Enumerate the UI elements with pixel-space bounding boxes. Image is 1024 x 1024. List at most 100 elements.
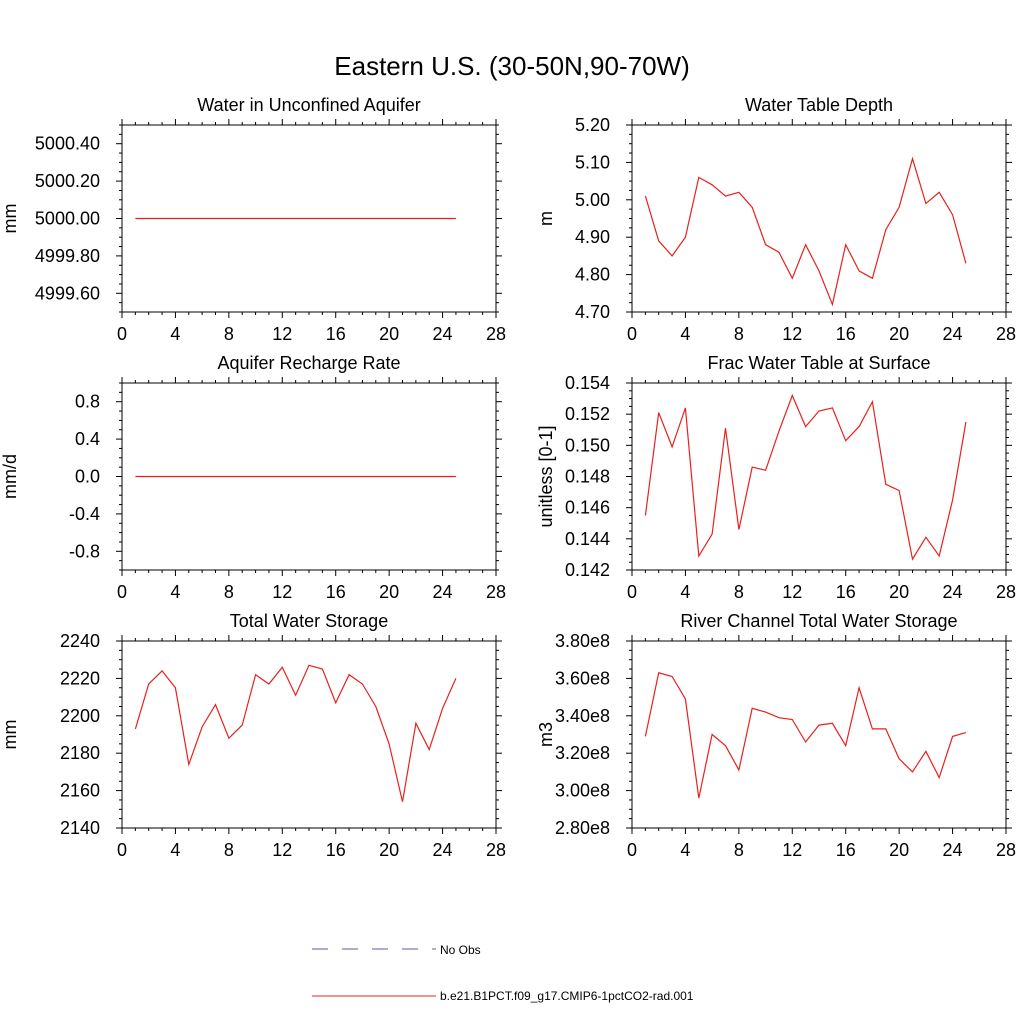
y-tick-label: 5.00 [575,190,610,210]
legend-label-model-run: b.e21.B1PCT.f09_g17.CMIP6-1pctCO2-rad.00… [440,989,694,1003]
x-tick-label: 8 [224,324,234,344]
y-tick-label: 2140 [60,818,100,838]
panel-title: Total Water Storage [230,611,388,631]
x-tick-label: 16 [326,582,346,602]
legend-label-no-obs: No Obs [440,943,481,957]
y-tick-label: 3.80e8 [555,631,610,651]
y-tick-label: 0.4 [75,429,100,449]
x-tick-label: 28 [996,582,1016,602]
x-tick-label: 24 [943,324,963,344]
series-line [644,672,967,799]
x-tick-label: 12 [272,582,292,602]
x-tick-label: 20 [889,582,909,602]
x-tick-label: 12 [782,324,802,344]
y-tick-label: 2240 [60,631,100,651]
x-tick-label: 16 [836,582,856,602]
x-tick-label: 0 [117,324,127,344]
x-tick-label: 28 [486,582,506,602]
x-tick-label: 16 [326,840,346,860]
chart-panels: Water in Unconfined Aquifer 0 4 8 12 16 20 24 28… [0,95,1016,860]
x-tick-label: 24 [433,324,453,344]
chart-panel-1: Water in Unconfined Aquifer 0 4 8 12 16 20 24 28… [0,95,506,344]
x-tick-label: 12 [782,840,802,860]
y-axis-label: mm [0,720,20,750]
y-tick-label: 4999.80 [35,246,100,266]
x-tick-label: 0 [117,840,127,860]
y-tick-label: 5000.40 [35,134,100,154]
y-tick-label: 0.152 [565,404,610,424]
y-tick-label: 4.90 [575,227,610,247]
panel-title: Water in Unconfined Aquifer [197,95,420,115]
x-tick-label: 4 [680,840,690,860]
x-tick-label: 4 [170,324,180,344]
y-tick-label: 3.00e8 [555,781,610,801]
y-tick-label: 0.0 [75,467,100,487]
legend: No Obs b.e21.B1PCT.f09_g17.CMIP6-1pctCO2… [312,943,694,1003]
panel-title: Frac Water Table at Surface [707,353,930,373]
y-tick-label: 3.20e8 [555,743,610,763]
x-tick-label: 24 [943,840,963,860]
x-tick-label: 8 [734,840,744,860]
x-tick-label: 0 [117,582,127,602]
x-tick-label: 8 [224,582,234,602]
x-tick-label: 28 [486,324,506,344]
figure-title: Eastern U.S. (30-50N,90-70W) [334,51,689,81]
y-tick-label: 3.40e8 [555,706,610,726]
series-line [644,393,967,561]
x-tick-label: 20 [889,324,909,344]
y-tick-label: 0.144 [565,529,610,549]
y-tick-label: 2220 [60,668,100,688]
panel-title: Water Table Depth [745,95,893,115]
y-tick-label: 5000.00 [35,209,100,229]
x-tick-label: 16 [836,840,856,860]
x-tick-label: 4 [170,840,180,860]
x-tick-label: 16 [326,324,346,344]
y-tick-label: 2200 [60,706,100,726]
y-tick-label: 4999.60 [35,283,100,303]
y-axis-label: mm [0,204,20,234]
x-tick-label: 28 [996,324,1016,344]
x-tick-label: 24 [433,582,453,602]
y-axis-label: mm/d [0,454,20,499]
chart-panel-6: River Channel Total Water Storage 0 4 8 12 16… [536,611,1016,860]
x-tick-label: 24 [943,582,963,602]
y-tick-label: 2160 [60,781,100,801]
y-tick-label: 2.80e8 [555,818,610,838]
x-tick-label: 20 [889,840,909,860]
y-tick-label: 5000.20 [35,171,100,191]
chart-panel-5: Total Water Storage 0 4 8 12 16 20 24 28 2140 2160… [0,611,506,860]
y-tick-label: 0.154 [565,373,610,393]
y-tick-label: 0.150 [565,435,610,455]
y-tick-label: -0.4 [69,504,100,524]
chart-panel-4: Frac Water Table at Surface 0 4 8 12 16 20 24 28… [536,353,1016,602]
y-tick-label: 4.80 [575,265,610,285]
x-tick-label: 4 [170,582,180,602]
panel-title: Aquifer Recharge Rate [217,353,400,373]
y-tick-label: 0.146 [565,498,610,518]
x-tick-label: 4 [680,582,690,602]
x-tick-label: 8 [224,840,234,860]
y-axis-label: m [536,211,556,226]
x-tick-label: 12 [782,582,802,602]
x-tick-label: 4 [680,324,690,344]
y-tick-label: 3.60e8 [555,668,610,688]
y-tick-label: -0.8 [69,541,100,561]
plot-frame [631,640,1007,829]
y-tick-label: 4.70 [575,302,610,322]
x-tick-label: 0 [627,582,637,602]
chart-panel-3: Aquifer Recharge Rate 0 4 8 12 16 20 24 28 -0.8 -0… [0,353,506,602]
x-tick-label: 12 [272,324,292,344]
y-tick-label: 2180 [60,743,100,763]
plot-frame [121,640,497,829]
plot-frame [631,124,1007,313]
x-tick-label: 8 [734,324,744,344]
y-tick-label: 0.142 [565,560,610,580]
x-tick-label: 28 [486,840,506,860]
x-tick-label: 20 [379,582,399,602]
x-tick-label: 0 [627,324,637,344]
y-axis-label: m3 [536,722,556,747]
y-tick-label: 0.8 [75,392,100,412]
x-tick-label: 12 [272,840,292,860]
x-tick-label: 16 [836,324,856,344]
